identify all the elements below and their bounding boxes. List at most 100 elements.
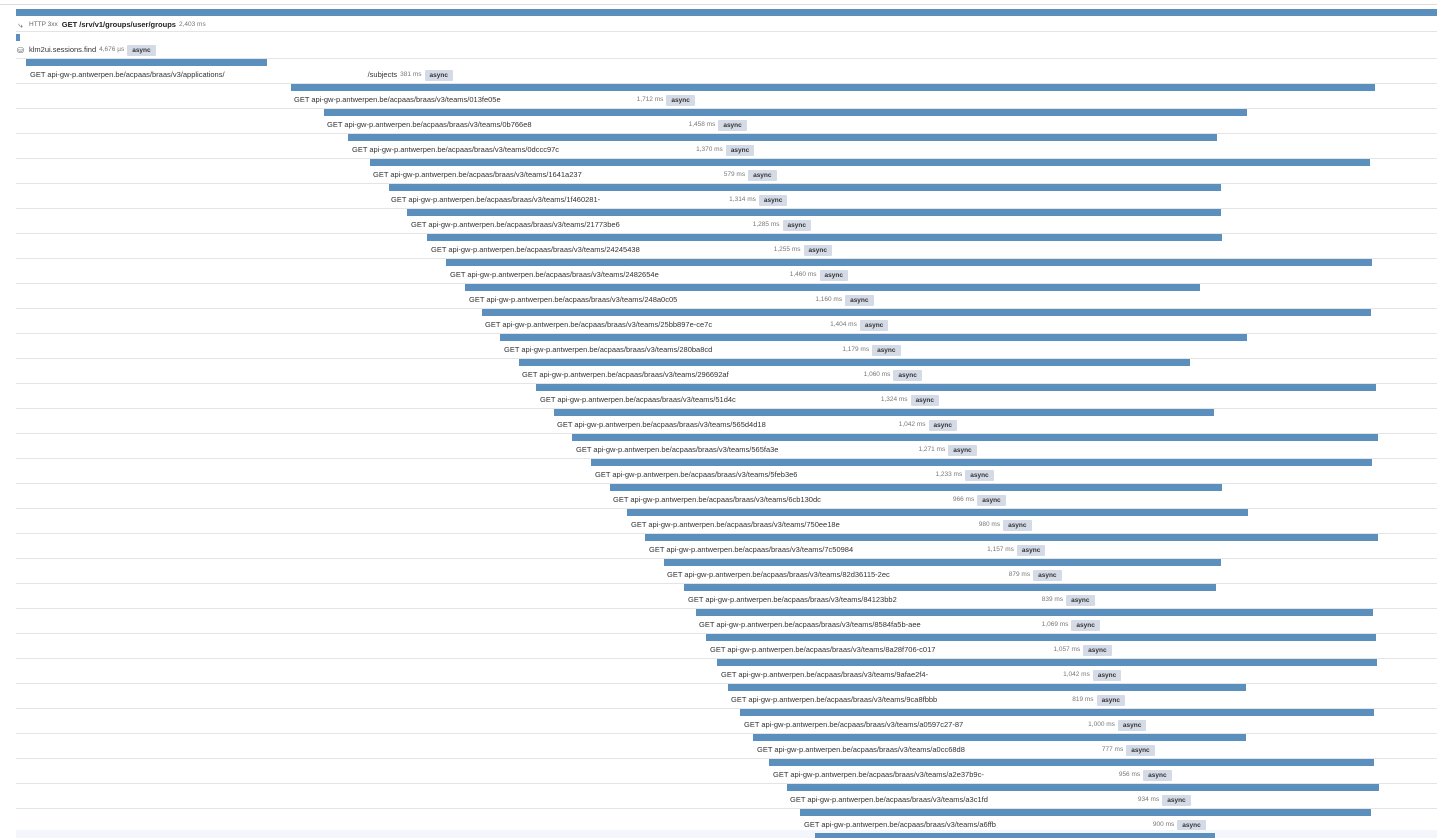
span-name[interactable]: GET api-gw-p.antwerpen.be/acpaas/braas/v… bbox=[699, 619, 921, 631]
span-bar[interactable] bbox=[627, 509, 1248, 516]
span-bar[interactable] bbox=[465, 284, 1200, 291]
span-row[interactable]: GET api-gw-p.antwerpen.be/acpaas/braas/v… bbox=[16, 509, 1437, 534]
span-row[interactable]: GET api-gw-p.antwerpen.be/acpaas/braas/v… bbox=[16, 334, 1437, 359]
span-name[interactable]: GET api-gw-p.antwerpen.be/acpaas/braas/v… bbox=[540, 394, 736, 406]
span-bar[interactable] bbox=[769, 759, 1374, 766]
span-name[interactable]: GET api-gw-p.antwerpen.be/acpaas/braas/v… bbox=[721, 669, 929, 681]
span-name[interactable]: GET api-gw-p.antwerpen.be/acpaas/braas/v… bbox=[631, 519, 840, 531]
span-bar[interactable] bbox=[706, 634, 1376, 641]
span-bar-partial[interactable] bbox=[815, 833, 1215, 838]
span-row[interactable]: GET api-gw-p.antwerpen.be/acpaas/braas/v… bbox=[16, 234, 1437, 259]
span-bar[interactable] bbox=[717, 659, 1377, 666]
span-bar[interactable] bbox=[787, 784, 1379, 791]
span-row[interactable]: GET api-gw-p.antwerpen.be/acpaas/braas/v… bbox=[16, 284, 1437, 309]
span-name[interactable]: GET api-gw-p.antwerpen.be/acpaas/braas/v… bbox=[731, 694, 938, 706]
span-bar[interactable] bbox=[482, 309, 1371, 316]
span-row-applications[interactable]: GET api-gw-p.antwerpen.be/acpaas/braas/v… bbox=[16, 59, 1437, 84]
span-bar[interactable] bbox=[348, 134, 1217, 141]
span-name[interactable]: GET api-gw-p.antwerpen.be/acpaas/braas/v… bbox=[710, 644, 936, 656]
span-row[interactable]: GET api-gw-p.antwerpen.be/acpaas/braas/v… bbox=[16, 434, 1437, 459]
span-name[interactable]: GET api-gw-p.antwerpen.be/acpaas/braas/v… bbox=[485, 319, 713, 331]
span-row[interactable]: GET api-gw-p.antwerpen.be/acpaas/braas/v… bbox=[16, 634, 1437, 659]
span-name[interactable]: GET api-gw-p.antwerpen.be/acpaas/braas/v… bbox=[504, 344, 713, 356]
span-row[interactable]: GET api-gw-p.antwerpen.be/acpaas/braas/v… bbox=[16, 384, 1437, 409]
span-name[interactable]: GET api-gw-p.antwerpen.be/acpaas/braas/v… bbox=[613, 494, 821, 506]
span-bar[interactable] bbox=[554, 409, 1214, 416]
span-name[interactable]: GET api-gw-p.antwerpen.be/acpaas/braas/v… bbox=[688, 594, 897, 606]
span-bar[interactable] bbox=[324, 109, 1247, 116]
span-name[interactable]: GET api-gw-p.antwerpen.be/acpaas/braas/v… bbox=[522, 369, 729, 381]
span-row[interactable]: GET api-gw-p.antwerpen.be/acpaas/braas/v… bbox=[16, 609, 1437, 634]
span-bar[interactable] bbox=[753, 734, 1246, 741]
span-name[interactable]: GET api-gw-p.antwerpen.be/acpaas/braas/v… bbox=[327, 119, 532, 131]
span-row[interactable]: GET api-gw-p.antwerpen.be/acpaas/braas/v… bbox=[16, 534, 1437, 559]
span-bar[interactable] bbox=[684, 584, 1216, 591]
span-row[interactable]: GET api-gw-p.antwerpen.be/acpaas/braas/v… bbox=[16, 459, 1437, 484]
span-row[interactable]: GET api-gw-p.antwerpen.be/acpaas/braas/v… bbox=[16, 584, 1437, 609]
span-bar[interactable] bbox=[16, 34, 20, 41]
span-bar[interactable] bbox=[572, 434, 1378, 441]
span-row[interactable]: GET api-gw-p.antwerpen.be/acpaas/braas/v… bbox=[16, 359, 1437, 384]
span-bar[interactable] bbox=[536, 384, 1376, 391]
span-bar[interactable] bbox=[16, 9, 1437, 16]
span-row[interactable]: GET api-gw-p.antwerpen.be/acpaas/braas/v… bbox=[16, 659, 1437, 684]
span-bar[interactable] bbox=[696, 609, 1373, 616]
span-name[interactable]: GET api-gw-p.antwerpen.be/acpaas/braas/v… bbox=[595, 469, 798, 481]
span-row[interactable]: GET api-gw-p.antwerpen.be/acpaas/braas/v… bbox=[16, 684, 1437, 709]
span-bar[interactable] bbox=[291, 84, 1375, 91]
span-bar[interactable] bbox=[389, 184, 1221, 191]
span-bar[interactable] bbox=[26, 59, 267, 66]
span-name[interactable]: klm2ui.sessions.find bbox=[29, 44, 97, 56]
span-name[interactable]: GET api-gw-p.antwerpen.be/acpaas/braas/v… bbox=[744, 719, 964, 731]
span-bar[interactable] bbox=[407, 209, 1221, 216]
span-bar[interactable] bbox=[728, 684, 1246, 691]
span-name[interactable]: GET api-gw-p.antwerpen.be/acpaas/braas/v… bbox=[431, 244, 640, 256]
span-bar[interactable] bbox=[645, 534, 1378, 541]
span-row[interactable]: GET api-gw-p.antwerpen.be/acpaas/braas/v… bbox=[16, 84, 1437, 109]
span-row-root[interactable]: ⤷ HTTP 3xx GET /srv/v1/groups/user/group… bbox=[16, 9, 1437, 32]
span-name[interactable]: GET /srv/v1/groups/user/groups bbox=[61, 19, 176, 31]
span-bar[interactable] bbox=[610, 484, 1222, 491]
span-name[interactable]: GET api-gw-p.antwerpen.be/acpaas/braas/v… bbox=[790, 794, 988, 806]
span-bar[interactable] bbox=[519, 359, 1190, 366]
span-name[interactable]: GET api-gw-p.antwerpen.be/acpaas/braas/v… bbox=[576, 444, 779, 456]
span-row[interactable]: GET api-gw-p.antwerpen.be/acpaas/braas/v… bbox=[16, 259, 1437, 284]
span-bar[interactable] bbox=[591, 459, 1372, 466]
span-bar[interactable] bbox=[800, 809, 1371, 816]
span-row[interactable]: GET api-gw-p.antwerpen.be/acpaas/braas/v… bbox=[16, 209, 1437, 234]
span-name[interactable]: GET api-gw-p.antwerpen.be/acpaas/braas/v… bbox=[757, 744, 965, 756]
span-name[interactable]: GET api-gw-p.antwerpen.be/acpaas/braas/v… bbox=[391, 194, 601, 206]
span-row[interactable]: GET api-gw-p.antwerpen.be/acpaas/braas/v… bbox=[16, 409, 1437, 434]
span-bar[interactable] bbox=[427, 234, 1222, 241]
span-name[interactable]: GET api-gw-p.antwerpen.be/acpaas/braas/v… bbox=[30, 69, 225, 81]
span-name[interactable]: GET api-gw-p.antwerpen.be/acpaas/braas/v… bbox=[469, 294, 678, 306]
span-name[interactable]: GET api-gw-p.antwerpen.be/acpaas/braas/v… bbox=[557, 419, 766, 431]
span-row[interactable]: GET api-gw-p.antwerpen.be/acpaas/braas/v… bbox=[16, 134, 1437, 159]
span-bar[interactable] bbox=[370, 159, 1370, 166]
span-name[interactable]: GET api-gw-p.antwerpen.be/acpaas/braas/v… bbox=[352, 144, 560, 156]
span-row[interactable]: GET api-gw-p.antwerpen.be/acpaas/braas/v… bbox=[16, 734, 1437, 759]
span-bar[interactable] bbox=[500, 334, 1247, 341]
span-row[interactable]: GET api-gw-p.antwerpen.be/acpaas/braas/v… bbox=[16, 184, 1437, 209]
span-name[interactable]: GET api-gw-p.antwerpen.be/acpaas/braas/v… bbox=[411, 219, 620, 231]
span-row[interactable]: GET api-gw-p.antwerpen.be/acpaas/braas/v… bbox=[16, 109, 1437, 134]
span-row[interactable]: GET api-gw-p.antwerpen.be/acpaas/braas/v… bbox=[16, 309, 1437, 334]
span-row[interactable]: GET api-gw-p.antwerpen.be/acpaas/braas/v… bbox=[16, 159, 1437, 184]
span-name[interactable]: GET api-gw-p.antwerpen.be/acpaas/braas/v… bbox=[649, 544, 854, 556]
span-bar[interactable] bbox=[446, 259, 1372, 266]
span-name[interactable]: GET api-gw-p.antwerpen.be/acpaas/braas/v… bbox=[294, 94, 501, 106]
span-row-session[interactable]: ⛁ klm2ui.sessions.find 4,676 µs async bbox=[16, 34, 1437, 59]
span-name[interactable]: GET api-gw-p.antwerpen.be/acpaas/braas/v… bbox=[667, 569, 890, 581]
span-row[interactable]: GET api-gw-p.antwerpen.be/acpaas/braas/v… bbox=[16, 484, 1437, 509]
span-row[interactable]: GET api-gw-p.antwerpen.be/acpaas/braas/v… bbox=[16, 784, 1437, 809]
span-bar[interactable] bbox=[740, 709, 1374, 716]
span-name[interactable]: GET api-gw-p.antwerpen.be/acpaas/braas/v… bbox=[804, 819, 996, 831]
span-bar[interactable] bbox=[664, 559, 1221, 566]
span-row[interactable]: GET api-gw-p.antwerpen.be/acpaas/braas/v… bbox=[16, 759, 1437, 784]
span-name[interactable]: GET api-gw-p.antwerpen.be/acpaas/braas/v… bbox=[773, 769, 984, 781]
span-duration: 934 ms bbox=[1137, 796, 1160, 803]
span-row[interactable]: GET api-gw-p.antwerpen.be/acpaas/braas/v… bbox=[16, 559, 1437, 584]
span-name[interactable]: GET api-gw-p.antwerpen.be/acpaas/braas/v… bbox=[373, 169, 582, 181]
span-name[interactable]: GET api-gw-p.antwerpen.be/acpaas/braas/v… bbox=[450, 269, 659, 281]
span-row[interactable]: GET api-gw-p.antwerpen.be/acpaas/braas/v… bbox=[16, 709, 1437, 734]
